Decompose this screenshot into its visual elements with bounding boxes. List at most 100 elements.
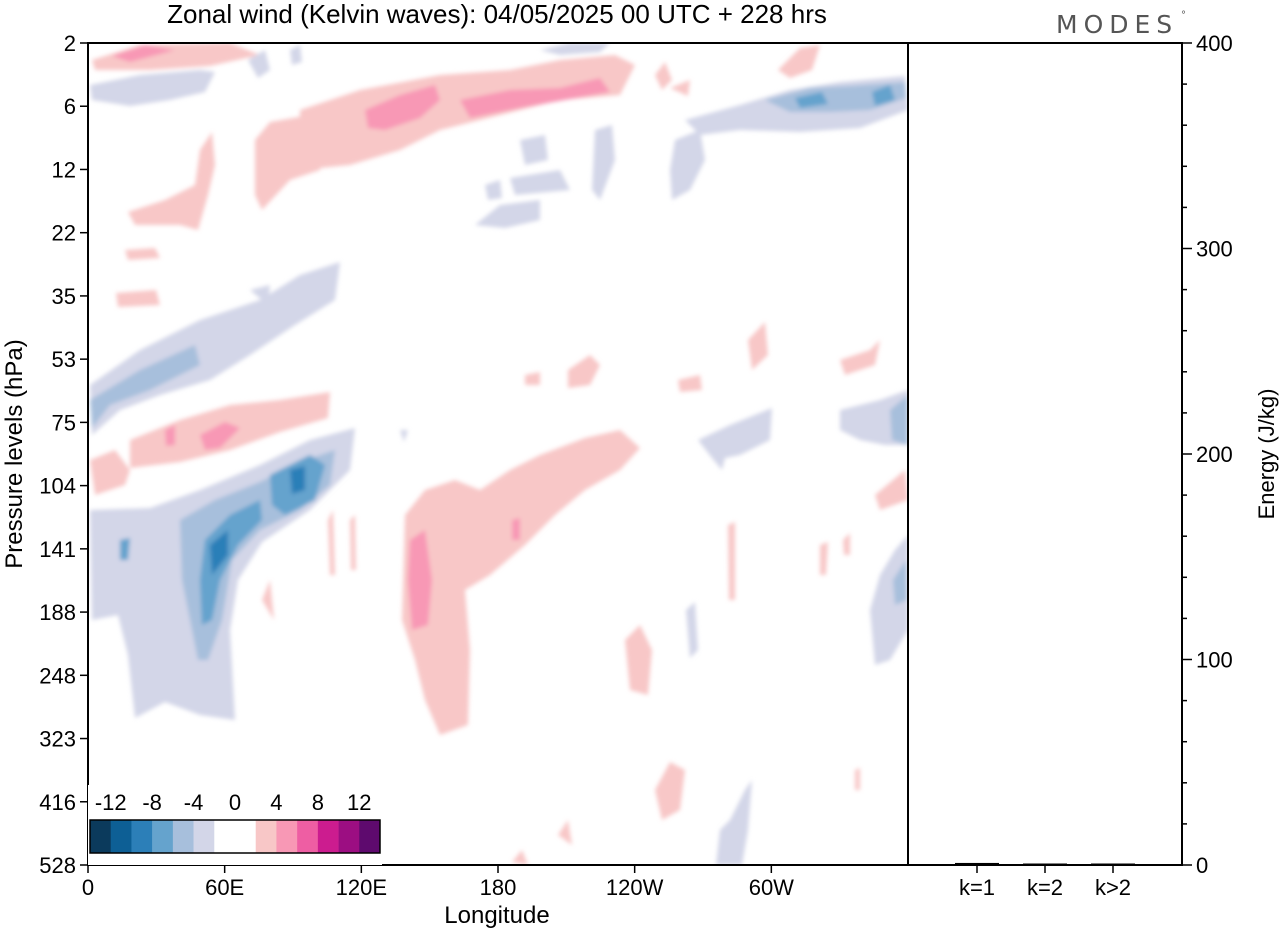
contour-region xyxy=(778,45,820,78)
pressure-tick-label: 12 xyxy=(52,157,76,182)
contour-region xyxy=(408,530,432,630)
colorbar-cell xyxy=(317,820,339,853)
contour-region xyxy=(90,345,200,428)
contour-region xyxy=(128,132,215,230)
contour-region xyxy=(365,85,440,130)
contour-region xyxy=(200,422,240,450)
contour-region xyxy=(290,45,302,65)
pressure-tick-label: 323 xyxy=(39,727,76,752)
contour-region xyxy=(875,470,908,510)
pressure-tick-label: 248 xyxy=(39,663,76,688)
contour-region xyxy=(525,372,540,385)
longitude-tick-label: 180 xyxy=(480,875,517,900)
colorbar-cell xyxy=(110,820,132,853)
contour-region xyxy=(625,625,652,695)
colorbar-cell xyxy=(276,820,298,853)
pressure-axis: 2 6 12 22 35 53 75 104 141 188 248 323 416 528 xyxy=(39,31,88,878)
colorbar-cell xyxy=(235,820,257,853)
energy-tick-label: 400 xyxy=(1196,31,1233,56)
contour-region xyxy=(512,850,528,865)
contour-region xyxy=(402,430,640,735)
pressure-tick-label: 22 xyxy=(52,221,76,246)
pressure-tick-label: 416 xyxy=(39,790,76,815)
colorbar-cell xyxy=(90,820,112,853)
y-axis-label: Pressure levels (hPa) xyxy=(1,339,28,568)
colorbar-cell xyxy=(193,820,215,853)
contour-region xyxy=(870,535,908,665)
pressure-tick-label: 53 xyxy=(52,347,76,372)
pressure-tick-label: 35 xyxy=(52,284,76,309)
contour-region xyxy=(460,78,610,118)
contour-region xyxy=(116,290,160,307)
contour-region xyxy=(250,285,270,305)
contour-region xyxy=(475,200,540,228)
contour-region xyxy=(512,518,520,540)
colorbar-cell xyxy=(172,820,194,853)
longitude-tick-label: 120W xyxy=(606,875,664,900)
colorbar-label: 4 xyxy=(270,790,282,815)
logo-text: MODES xyxy=(1056,10,1178,39)
colorbar-label: -8 xyxy=(142,790,162,815)
contour-region xyxy=(795,92,828,108)
contour-region xyxy=(872,85,895,106)
contour-region xyxy=(120,538,130,560)
contour-region xyxy=(210,530,228,575)
colorbar-legend: -12 -8 -4 0 4 8 12 xyxy=(88,785,382,865)
contour-region xyxy=(686,602,698,658)
contour-region xyxy=(90,450,130,495)
contour-region xyxy=(90,70,215,106)
contour-region xyxy=(520,135,548,165)
colorbar-cell xyxy=(338,820,360,853)
contour-region xyxy=(728,522,735,600)
colorbar-cell xyxy=(131,820,153,853)
contour-region xyxy=(698,408,772,470)
energy-bar xyxy=(955,862,999,865)
logo-mark: ° xyxy=(1181,10,1192,21)
contour-region xyxy=(350,515,356,570)
contour-region xyxy=(855,768,860,790)
energy-bar xyxy=(1023,863,1067,865)
chart-title: Zonal wind (Kelvin waves): 04/05/2025 00… xyxy=(167,0,827,29)
pressure-tick-label: 2 xyxy=(64,31,76,56)
contour-region xyxy=(655,62,672,90)
contour-region xyxy=(328,510,335,575)
contour-region xyxy=(655,762,685,820)
contour-region xyxy=(290,466,305,494)
contour-region xyxy=(670,80,690,96)
contour-region xyxy=(485,180,502,200)
contour-region xyxy=(820,542,828,575)
energy-categories: k=1 k=2 k>2 xyxy=(959,865,1131,900)
contour-region xyxy=(255,115,325,210)
colorbar-label: -4 xyxy=(184,790,204,815)
energy-tick-label: 100 xyxy=(1196,648,1233,673)
pressure-tick-label: 141 xyxy=(39,537,76,562)
pressure-tick-label: 188 xyxy=(39,600,76,625)
contour-region xyxy=(840,340,880,375)
contour-region xyxy=(510,170,570,195)
pressure-tick-label: 75 xyxy=(52,410,76,435)
longitude-tick-label: 60E xyxy=(205,875,244,900)
pressure-tick-label: 104 xyxy=(39,474,76,499)
contour-plot xyxy=(90,43,908,865)
colorbar-label: 0 xyxy=(229,790,241,815)
energy-category-label: k>2 xyxy=(1095,875,1131,900)
energy-tick-label: 300 xyxy=(1196,237,1233,262)
energy-category-label: k=2 xyxy=(1027,875,1063,900)
colorbar-cell xyxy=(255,820,277,853)
contour-region xyxy=(840,390,908,445)
contour-region xyxy=(112,45,175,62)
colorbar-label: -12 xyxy=(95,790,127,815)
colorbar-label: 8 xyxy=(312,790,324,815)
contour-region xyxy=(400,430,408,442)
colorbar-border xyxy=(89,819,381,854)
colorbar-cell xyxy=(359,820,381,853)
contour-region xyxy=(670,130,705,200)
contour-region xyxy=(568,355,600,388)
longitude-tick-label: 120E xyxy=(336,875,387,900)
contour-region xyxy=(540,43,610,55)
energy-bars xyxy=(955,862,1135,865)
contour-region xyxy=(893,560,907,605)
contour-region xyxy=(90,262,340,435)
contour-region xyxy=(262,580,274,620)
contour-region xyxy=(200,500,262,625)
